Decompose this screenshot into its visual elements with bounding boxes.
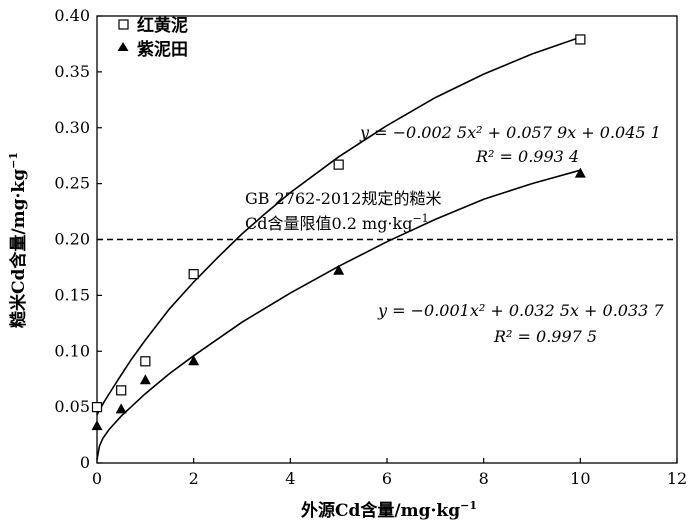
- y-axis-title: 糙米Cd含量/mg·kg−1: [7, 152, 29, 328]
- x-tick-label-5: 10: [570, 469, 590, 488]
- legend-marker-series-2: [117, 42, 129, 51]
- x-axis-title: 外源Cd含量/mg·kg−1: [301, 499, 477, 521]
- threshold-annotation: GB 2762-2012规定的糙米 Cd含量限值0.2 mg·kg−1: [245, 189, 441, 233]
- threshold-label-line1: GB 2762-2012规定的糙米: [245, 189, 441, 208]
- y-tick-label-0: 0: [80, 453, 90, 472]
- y-tick-label-4: 0.20: [54, 230, 90, 249]
- point-series-1-4: [333, 159, 344, 170]
- point-series-1-3: [188, 269, 199, 280]
- point-series-2-3: [188, 355, 200, 366]
- x-tick-label-4: 8: [479, 469, 489, 488]
- point-series-2-1: [115, 403, 127, 414]
- point-series-1-5: [575, 34, 586, 45]
- fit-curve-series-1: [96, 36, 581, 416]
- x-tick-label-1: 2: [189, 469, 199, 488]
- point-series-1-2: [140, 356, 151, 367]
- plot-marks: [91, 34, 677, 460]
- x-tick-label-0: 0: [92, 469, 102, 488]
- y-tick-label-6: 0.30: [54, 118, 90, 137]
- threshold-label-line2: Cd含量限值0.2 mg·kg−1: [245, 212, 429, 233]
- point-series-2-4: [333, 264, 345, 275]
- legend-label-series-1: 红黄泥: [137, 15, 188, 36]
- x-tick-label-6: 12: [667, 469, 687, 488]
- y-tick-label-2: 0.10: [54, 341, 90, 360]
- y-tick-label-5: 0.25: [54, 174, 90, 193]
- fit-annotation-series-2: y = −0.001x² + 0.032 5x + 0.033 7 R² = 0…: [377, 301, 664, 346]
- point-series-2-5: [574, 167, 586, 178]
- point-series-2-2: [139, 374, 151, 385]
- y-tick-label-8: 0.40: [54, 6, 90, 25]
- legend-label-series-2: 紫泥田: [137, 39, 188, 60]
- legend: 红黄泥 紫泥田: [117, 15, 188, 60]
- point-series-2-0: [91, 420, 103, 431]
- x-tick-label-3: 6: [382, 469, 392, 488]
- fit-r2-series-2: R² = 0.997 5: [493, 327, 597, 346]
- y-tick-label-1: 0.05: [54, 397, 90, 416]
- fit-equation-series-2: y = −0.001x² + 0.032 5x + 0.033 7: [377, 301, 664, 320]
- point-series-1-1: [116, 385, 127, 396]
- fit-annotation-series-1: y = −0.002 5x² + 0.057 9x + 0.045 1 R² =…: [359, 123, 661, 166]
- fit-r2-series-1: R² = 0.993 4: [475, 147, 579, 166]
- x-tick-label-2: 4: [285, 469, 295, 488]
- fit-curve-series-2: [96, 169, 581, 460]
- y-tick-label-7: 0.35: [54, 62, 90, 81]
- legend-marker-series-1: [118, 19, 129, 30]
- y-tick-label-3: 0.15: [54, 285, 90, 304]
- point-series-1-0: [91, 402, 103, 413]
- axes: 0 2 4 6 8 10 12 0 0.05 0.10 0.15 0.20 0.25 0.30 0.35 0.…: [54, 6, 687, 488]
- fit-equation-series-1: y = −0.002 5x² + 0.057 9x + 0.045 1: [359, 123, 661, 142]
